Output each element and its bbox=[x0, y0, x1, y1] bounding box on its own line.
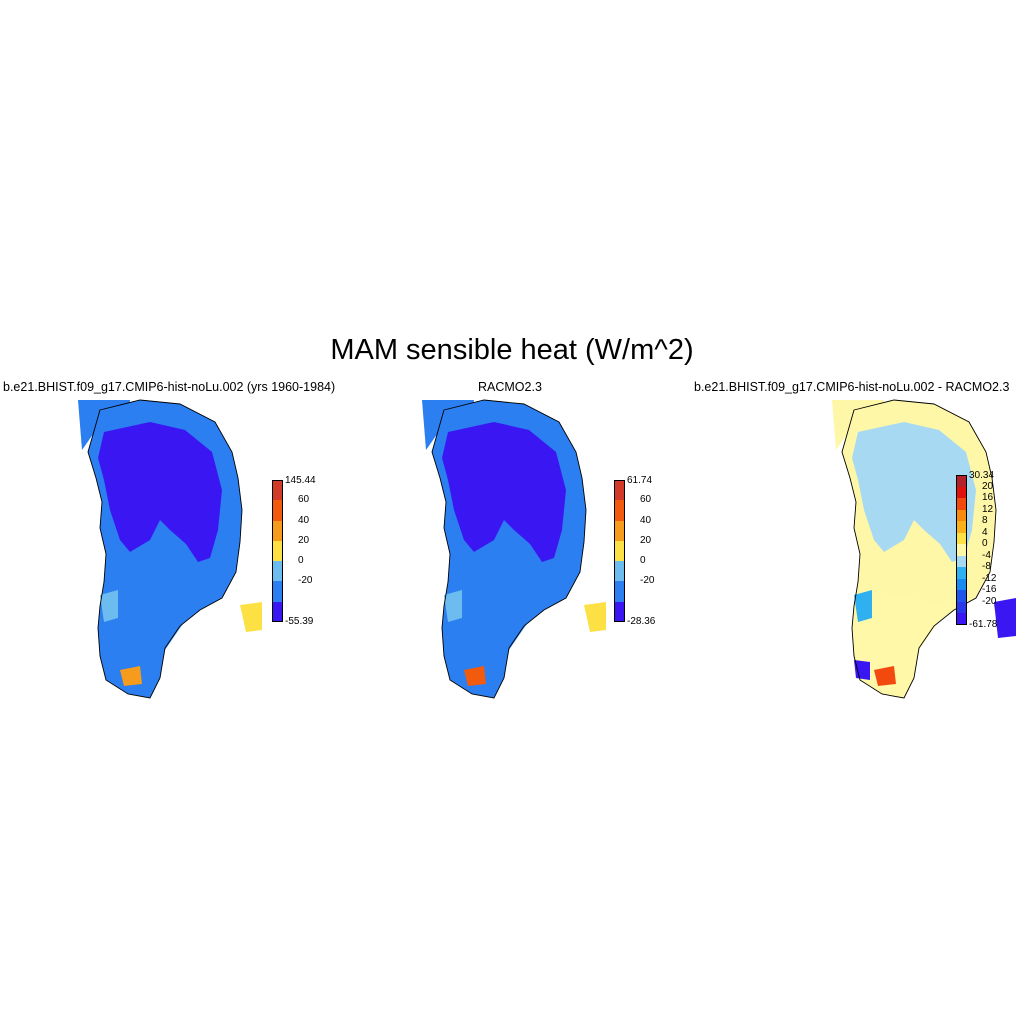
colorbar-segment bbox=[272, 561, 283, 582]
colorbar-label: -61.78 bbox=[969, 619, 998, 630]
ellesmere-region bbox=[422, 400, 474, 450]
colorbar-label: 30.34 bbox=[969, 470, 995, 481]
south-region bbox=[102, 596, 196, 692]
colorbar-label: -55.39 bbox=[285, 616, 314, 627]
south-region bbox=[446, 596, 540, 692]
map-group bbox=[78, 399, 262, 699]
colorbar-label: -4 bbox=[982, 549, 991, 561]
colorbar: 145.44 60 40 20 0 -20 -55.39 bbox=[272, 476, 342, 630]
colorbar-segment bbox=[614, 500, 625, 521]
colorbar-label: 60 bbox=[640, 494, 652, 506]
colorbar-label: -20 bbox=[640, 575, 655, 587]
colorbar-segment bbox=[272, 520, 283, 541]
colorbar-label: 20 bbox=[982, 480, 994, 492]
interior-region bbox=[442, 422, 566, 562]
colorbar-label: -8 bbox=[982, 561, 991, 573]
colorbar-segment bbox=[272, 540, 283, 562]
colorbar-segment bbox=[956, 544, 967, 556]
colorbar-label: 145.44 bbox=[285, 475, 316, 486]
greenland-map bbox=[422, 399, 606, 699]
panel-difference: b.e21.BHIST.f09_g17.CMIP6-hist-noLu.002 … bbox=[684, 380, 1024, 710]
colorbar-label: 4 bbox=[982, 526, 988, 538]
interior-region bbox=[98, 422, 222, 562]
figure-title: MAM sensible heat (W/m^2) bbox=[330, 334, 694, 366]
iceland-region bbox=[240, 602, 262, 632]
colorbar-label: 40 bbox=[640, 514, 652, 526]
colorbar-segment bbox=[956, 555, 967, 568]
coastline bbox=[87, 399, 243, 699]
colorbar-segment bbox=[272, 480, 283, 501]
greenland-map bbox=[832, 399, 1016, 699]
coastline bbox=[431, 399, 587, 699]
coastal-patch bbox=[854, 590, 872, 622]
warm-patch bbox=[120, 666, 142, 686]
colorbar-label: 12 bbox=[982, 503, 994, 515]
ellesmere-region bbox=[832, 400, 884, 450]
ellesmere-region bbox=[78, 400, 130, 450]
colorbar: 30.34 20 16 12 8 4 0 -4 -8 -12 -16 -20 -61.78 bbox=[956, 471, 1024, 630]
colorbar-segment bbox=[956, 590, 967, 602]
interior-region bbox=[852, 422, 976, 562]
colorbar-label: 40 bbox=[298, 514, 310, 526]
colorbar-label: 16 bbox=[982, 492, 994, 504]
colorbar-outline bbox=[956, 475, 967, 625]
colorbar-segment bbox=[614, 601, 625, 622]
panel-title: b.e21.BHIST.f09_g17.CMIP6-hist-noLu.002 … bbox=[3, 380, 336, 394]
colorbar-segment bbox=[956, 475, 967, 487]
colorbar-label: -28.36 bbox=[627, 616, 656, 627]
colorbar-segment bbox=[272, 601, 283, 622]
colorbar-segment bbox=[272, 581, 283, 602]
colorbar-segment bbox=[956, 613, 967, 625]
map-group bbox=[832, 399, 1016, 699]
colorbar-label: 60 bbox=[298, 494, 310, 506]
colorbar-label: 20 bbox=[640, 534, 652, 546]
colorbar-label: -20 bbox=[298, 575, 313, 587]
edge-patch bbox=[994, 598, 1016, 638]
panel-title: RACMO2.3 bbox=[478, 380, 542, 394]
colorbar-segment bbox=[956, 498, 967, 510]
colorbar-label: 8 bbox=[982, 515, 988, 527]
map-group bbox=[422, 399, 606, 699]
colorbar-label: -16 bbox=[982, 584, 997, 596]
colorbar-label: 61.74 bbox=[627, 475, 653, 486]
colorbar-segment bbox=[614, 561, 625, 582]
panel-model: b.e21.BHIST.f09_g17.CMIP6-hist-noLu.002 … bbox=[0, 380, 340, 710]
colorbar-segment bbox=[614, 520, 625, 541]
colorbar-segment bbox=[614, 540, 625, 562]
colorbar-segment bbox=[956, 578, 967, 591]
colorbar-outline bbox=[272, 480, 283, 622]
coastline bbox=[841, 399, 997, 699]
colorbar-segment bbox=[614, 480, 625, 501]
iceland-region bbox=[584, 602, 606, 632]
colorbar-segment bbox=[956, 509, 967, 522]
colorbar-label: 0 bbox=[640, 555, 646, 567]
colorbar-label: 20 bbox=[298, 534, 310, 546]
panel-racmo: RACMO2.3 61.74 60 40 20 0 -20 -28.36 bbox=[340, 380, 680, 710]
colorbar-label: 0 bbox=[982, 538, 988, 550]
coastal-patch bbox=[444, 590, 462, 622]
warm-patch bbox=[464, 666, 486, 686]
coastal-patch bbox=[100, 590, 118, 622]
colorbar: 61.74 60 40 20 0 -20 -28.36 bbox=[614, 476, 684, 630]
colorbar-segment bbox=[956, 567, 967, 579]
colorbar-segment bbox=[956, 486, 967, 499]
colorbar-outline bbox=[614, 480, 625, 622]
colorbar-segment bbox=[614, 581, 625, 602]
colorbar-segment bbox=[956, 532, 967, 545]
warm-patch bbox=[874, 666, 896, 686]
colorbar-label: -12 bbox=[982, 572, 997, 584]
colorbar-segment bbox=[956, 521, 967, 533]
edge-patch bbox=[854, 660, 870, 680]
colorbar-segment bbox=[956, 601, 967, 614]
greenland-map bbox=[78, 399, 262, 699]
colorbar-segment bbox=[272, 500, 283, 521]
panel-title: b.e21.BHIST.f09_g17.CMIP6-hist-noLu.002 … bbox=[694, 380, 1010, 394]
colorbar-label: -20 bbox=[982, 595, 997, 607]
south-region bbox=[856, 596, 950, 692]
colorbar-label: 0 bbox=[298, 555, 304, 567]
